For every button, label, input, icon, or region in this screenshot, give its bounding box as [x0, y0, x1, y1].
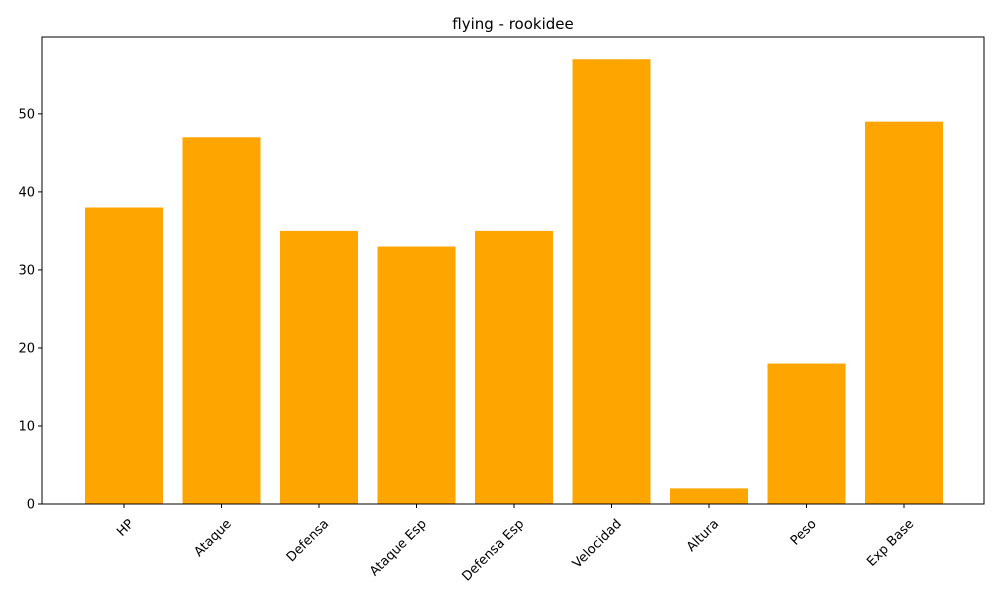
x-tick-label: Altura: [684, 517, 722, 555]
bar-peso: [767, 363, 846, 504]
bar-exp-base: [865, 121, 943, 504]
x-tick-label: Velocidad: [570, 517, 625, 572]
x-tick-label: Exp Base: [864, 517, 917, 570]
bar-ataque-esp: [377, 246, 456, 504]
y-tick-label: 0: [27, 498, 35, 513]
bar-ataque: [182, 137, 261, 505]
y-axis: 0 10 20 30 40 50: [18, 107, 42, 513]
y-tick-label: 20: [18, 341, 35, 356]
chart-title: flying - rookidee: [452, 15, 574, 33]
y-tick-label: 40: [18, 185, 35, 200]
x-tick-label: Defensa: [284, 517, 332, 565]
x-tick-label: Ataque Esp: [367, 517, 430, 580]
x-tick-label: Peso: [788, 517, 820, 549]
y-tick-label: 10: [18, 420, 35, 435]
bar-altura: [670, 488, 748, 504]
x-tick-label: Defensa Esp: [459, 517, 527, 585]
bars-group: [85, 59, 943, 505]
x-tick-label: HP: [114, 517, 137, 540]
x-tick-label: Ataque: [191, 517, 234, 560]
plot-frame: [41, 36, 985, 505]
y-tick-label: 50: [18, 107, 35, 122]
y-tick-label: 30: [18, 263, 35, 278]
bar-velocidad: [572, 59, 651, 504]
bar-defensa-esp: [475, 230, 553, 505]
x-axis: HP Ataque Defensa Ataque Esp Defensa Esp Velo…: [114, 504, 917, 584]
bar-defensa: [280, 230, 358, 505]
bar-hp: [85, 207, 163, 504]
